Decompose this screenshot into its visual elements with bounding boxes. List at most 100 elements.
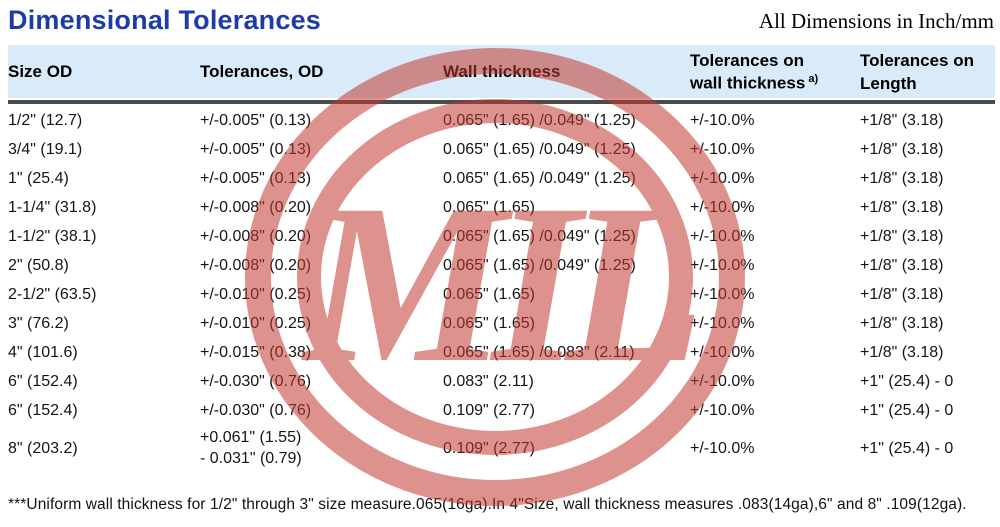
table-cell: 0.065" (1.65) (443, 194, 690, 223)
table-cell: 0.065" (1.65) /0.049" (1.25) (443, 136, 690, 165)
column-header-line: Tolerances on (860, 51, 974, 71)
table-cell: 1/2" (12.7) (8, 104, 200, 136)
table-cell-line: +/-10.0% (690, 344, 755, 362)
table-cell-line: +/-0.005" (0.13) (200, 170, 312, 188)
column-header-line: Tolerances, OD (200, 62, 324, 82)
table-cell: 1-1/4" (31.8) (8, 194, 200, 223)
table-cell-line: +/-10.0% (690, 141, 755, 159)
table-cell: +1/8" (3.18) (860, 339, 995, 368)
table-cell-line: 3" (76.2) (8, 315, 69, 333)
table-cell-line: 0.109" (2.77) (443, 439, 535, 457)
column-header-line: Wall thickness (443, 62, 561, 82)
table-cell: +1/8" (3.18) (860, 252, 995, 281)
table-row: 2-1/2" (63.5) +/-0.010" (0.25) 0.065" (1.6… (8, 281, 995, 310)
table-cell-line: 0.065" (1.65) /0.049" (1.25) (443, 228, 636, 246)
table-cell: 8" (203.2) (8, 426, 200, 472)
table-cell: 2" (50.8) (8, 252, 200, 281)
table-cell: 0.065" (1.65) /0.049" (1.25) (443, 223, 690, 252)
table-cell-line: 6" (152.4) (8, 402, 78, 420)
footnote: ***Uniform wall thickness for 1/2" throu… (8, 496, 967, 513)
table-cell: +/-10.0% (690, 397, 860, 426)
table-cell-line: +/-0.030" (0.76) (200, 402, 312, 420)
table-cell-line: +/-0.005" (0.13) (200, 141, 312, 159)
table-cell-line: +0.061" (1.55) (200, 429, 302, 447)
table-cell: +/-0.015" (0.38) (200, 339, 443, 368)
table-cell-line: 0.065" (1.65) (443, 286, 535, 304)
table-cell: +1/8" (3.18) (860, 194, 995, 223)
table-row: 2" (50.8) +/-0.008" (0.20) 0.065" (1.65) /… (8, 252, 995, 281)
table-cell-line: +/-10.0% (690, 402, 755, 420)
table-cell-line: 0.065" (1.65) /0.083" (2.11) (443, 344, 635, 362)
table-cell-line: +/-10.0% (690, 315, 755, 333)
table-cell-line: +/-0.010" (0.25) (200, 315, 312, 333)
table-cell-line: 6" (152.4) (8, 373, 78, 391)
column-header: Wall thickness (443, 45, 690, 104)
table-cell-line: 0.065" (1.65) (443, 315, 535, 333)
table-cell-line: 2-1/2" (63.5) (8, 286, 97, 304)
table-cell-line: +1/8" (3.18) (860, 112, 944, 130)
table-cell: +1" (25.4) - 0 (860, 397, 995, 426)
table-cell: +/-0.010" (0.25) (200, 281, 443, 310)
table-cell: +/-0.008" (0.20) (200, 194, 443, 223)
table-row: 6" (152.4) +/-0.030" (0.76) 0.109" (2.77) +… (8, 397, 995, 426)
table-cell-line: +/-0.008" (0.20) (200, 199, 312, 217)
column-header-line: Size OD (8, 62, 73, 82)
table-cell: 0.065" (1.65) /0.049" (1.25) (443, 165, 690, 194)
table-cell-line: +/-10.0% (690, 228, 755, 246)
table-cell: 0.065" (1.65) /0.049" (1.25) (443, 252, 690, 281)
table-cell-line: +/-10.0% (690, 286, 755, 304)
table-cell: 6" (152.4) (8, 368, 200, 397)
column-header: Tolerances on wall thickness a) (690, 45, 860, 104)
table-row: 8" (203.2) +0.061" (1.55) - 0.031" (0.79) 0… (8, 426, 995, 472)
column-header-line: Length (860, 73, 917, 93)
table-cell: +1/8" (3.18) (860, 136, 995, 165)
table-cell: +1/8" (3.18) (860, 310, 995, 339)
table-cell-line: 4" (101.6) (8, 344, 78, 362)
table-cell: 1-1/2" (38.1) (8, 223, 200, 252)
table-cell: +/-10.0% (690, 339, 860, 368)
table-cell-line: +1/8" (3.18) (860, 344, 944, 362)
column-header: Tolerances on Length (860, 45, 995, 104)
table-cell-line: 8" (203.2) (8, 439, 78, 457)
table-cell-line: +/-10.0% (690, 373, 755, 391)
table-cell: 0.065" (1.65) (443, 310, 690, 339)
table-cell-line: 0.065" (1.65) /0.049" (1.25) (443, 257, 636, 275)
table-cell-line: 0.065" (1.65) /0.049" (1.25) (443, 170, 636, 188)
table-cell-line: +/-0.030" (0.76) (200, 373, 312, 391)
table-cell: 0.083" (2.11) (443, 368, 690, 397)
table-cell: +/-10.0% (690, 368, 860, 397)
table-cell-line: +/-0.010" (0.25) (200, 286, 312, 304)
table-cell: 2-1/2" (63.5) (8, 281, 200, 310)
table-cell: +1" (25.4) - 0 (860, 368, 995, 397)
table-cell: +1/8" (3.18) (860, 104, 995, 136)
page-title: Dimensional Tolerances (8, 5, 322, 35)
table-row: 1" (25.4) +/-0.005" (0.13) 0.065" (1.65) /… (8, 165, 995, 194)
table-cell: 0.065" (1.65) (443, 281, 690, 310)
table-cell-line: +1/8" (3.18) (860, 286, 944, 304)
table-cell: 3/4" (19.1) (8, 136, 200, 165)
table-cell: +/-10.0% (690, 104, 860, 136)
table-cell: +/-10.0% (690, 252, 860, 281)
table-cell-line: 0.065" (1.65) /0.049" (1.25) (443, 112, 636, 130)
column-header-line: wall thickness a) (690, 73, 819, 93)
table-cell-line: +/-0.008" (0.20) (200, 257, 312, 275)
table-cell-line: +/-10.0% (690, 170, 755, 188)
table-cell-line: 1-1/2" (38.1) (8, 228, 97, 246)
table-cell: +/-10.0% (690, 223, 860, 252)
units-note: All Dimensions in Inch/mm (758, 9, 994, 33)
table-cell-line: 0.083" (2.11) (443, 373, 534, 391)
table-row: 3/4" (19.1) +/-0.005" (0.13) 0.065" (1.65)… (8, 136, 995, 165)
table-cell-line: +1/8" (3.18) (860, 199, 944, 217)
table-cell-line: +1/8" (3.18) (860, 228, 944, 246)
column-header-line: Tolerances on (690, 51, 804, 71)
table-cell: +/-10.0% (690, 165, 860, 194)
table-cell-line: +/-10.0% (690, 199, 755, 217)
table-cell-line: +1/8" (3.18) (860, 141, 944, 159)
table-row: 6" (152.4) +/-0.030" (0.76) 0.083" (2.11) +… (8, 368, 995, 397)
table-header-row: Size OD Tolerances, OD Wall thickness Toler… (8, 45, 995, 104)
table-cell: 4" (101.6) (8, 339, 200, 368)
table-cell-line: 1/2" (12.7) (8, 112, 83, 130)
table-cell: +0.061" (1.55) - 0.031" (0.79) (200, 426, 443, 472)
table-cell-line: +1/8" (3.18) (860, 170, 944, 188)
table-cell: 6" (152.4) (8, 397, 200, 426)
